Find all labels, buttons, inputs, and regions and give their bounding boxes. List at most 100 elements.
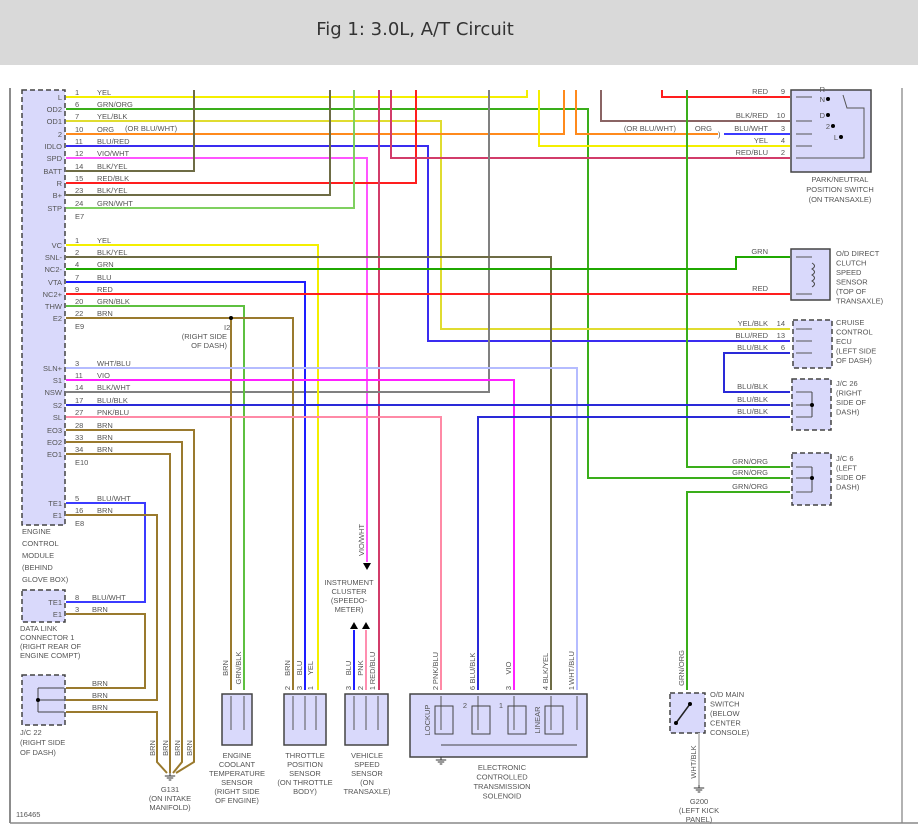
pin-number: 16 xyxy=(75,506,83,515)
pin-number: 20 xyxy=(75,297,83,306)
ecm-pin-name: SLN+ xyxy=(43,364,63,373)
wire-label: BRN xyxy=(92,605,108,614)
wire xyxy=(66,90,565,135)
wire-label: GRN/ORG xyxy=(732,457,768,466)
component-label: SIDE OF xyxy=(836,398,866,407)
pin-number: 7 xyxy=(75,112,79,121)
component-label: ENGINE xyxy=(22,527,51,536)
arrow-down-icon xyxy=(363,563,371,570)
cruise-control-ecu xyxy=(792,319,833,369)
component-label: VEHICLE xyxy=(351,751,383,760)
wire-label: BLU/BLK xyxy=(737,382,768,391)
component-label: (BELOW xyxy=(710,709,741,718)
component-label: PARK/NEUTRAL xyxy=(812,175,869,184)
component-label: MODULE xyxy=(22,551,54,560)
component-label: POSITION SWITCH xyxy=(806,185,874,194)
wire-label: BRN xyxy=(97,506,113,515)
wire-label: BRN xyxy=(97,309,113,318)
splice-dot xyxy=(831,124,835,128)
wire-label: WHT/BLU xyxy=(97,359,131,368)
pin-number: 8 xyxy=(75,593,79,602)
wire-label: GRN/ORG xyxy=(732,468,768,477)
component-label: (RIGHT xyxy=(836,389,862,398)
connector-id: E10 xyxy=(75,458,88,467)
splice-connector-icon: ) xyxy=(718,130,721,139)
pin-number: 1 xyxy=(368,686,377,690)
splice-id: I2 xyxy=(224,323,230,332)
wire-label: BLK/YEL xyxy=(97,248,127,257)
pin-number: 2 xyxy=(283,686,292,690)
ecm-pin-name: VTA xyxy=(48,278,62,287)
figure-title: Fig 1: 3.0L, A/T Circuit xyxy=(316,19,514,40)
pin-number: 10 xyxy=(75,125,83,134)
wire xyxy=(66,514,158,701)
component-label: OF DASH) xyxy=(191,341,227,350)
component-label: SENSOR xyxy=(221,778,253,787)
pin-number: 1 xyxy=(75,88,79,97)
pin-number: 2 xyxy=(431,686,440,690)
wire-label: RED xyxy=(752,284,768,293)
pin-number: 1 xyxy=(75,236,79,245)
pin-number: 23 xyxy=(75,186,83,195)
wire-label: BRN xyxy=(173,740,182,756)
component-label: (RIGHT SIDE xyxy=(182,332,227,341)
wire-label: GRN/ORG xyxy=(732,482,768,491)
ecm-pin-name: SNL- xyxy=(45,253,63,262)
pin-number: 3 xyxy=(295,686,304,690)
wire-label: BRN xyxy=(92,703,108,712)
header-bar: Fig 1: 3.0L, A/T Circuit xyxy=(0,0,918,65)
component-label: CENTER xyxy=(710,719,741,728)
wire-label: GRN xyxy=(97,260,114,269)
pin-number: 3 xyxy=(75,605,79,614)
switch-icon xyxy=(675,703,691,724)
wire xyxy=(66,453,171,773)
wire-label: BRN xyxy=(221,660,230,676)
splice-dot xyxy=(810,476,814,480)
wire-label: BRN xyxy=(92,691,108,700)
wire-label: BLK/WHT xyxy=(97,383,131,392)
ecm-pin-name: E2 xyxy=(53,314,62,323)
ecm-pin-name: TE1 xyxy=(48,499,62,508)
pin-number: 17 xyxy=(75,396,83,405)
wire-label: WHT/BLU xyxy=(567,651,576,685)
ecm-pin-name: EO2 xyxy=(47,438,62,447)
component-label: (ON xyxy=(360,778,374,787)
pin-number: 33 xyxy=(75,433,83,442)
ecm-pin-name: NC2- xyxy=(44,265,62,274)
wire-note: (OR BLU/WHT) xyxy=(125,124,178,133)
component-label: O/D MAIN xyxy=(710,690,744,699)
wire-label: BRN xyxy=(92,679,108,688)
component-label: O/D DIRECT xyxy=(836,249,880,258)
wire xyxy=(723,352,790,393)
wire xyxy=(66,244,319,690)
wire-label: BLU/BLK xyxy=(97,396,128,405)
wire-label: RED xyxy=(97,285,113,294)
wire xyxy=(477,416,790,690)
wire-label: BRN xyxy=(97,445,113,454)
ecm-pin-name: BATT xyxy=(43,167,62,176)
wire-label: VIO/WHT xyxy=(97,149,129,158)
component-label: INSTRUMENT xyxy=(324,578,374,587)
wire-label: BLU xyxy=(344,661,353,676)
coil-label: 1 xyxy=(499,701,503,710)
component-label: SENSOR xyxy=(836,278,868,287)
wire-label: BRN xyxy=(283,660,292,676)
component-label: THROTTLE xyxy=(285,751,325,760)
wire xyxy=(66,145,790,342)
pin-number: 3 xyxy=(75,359,79,368)
component-label: CONTROL xyxy=(22,539,59,548)
pin-number: 3 xyxy=(781,124,785,133)
wire xyxy=(66,502,146,603)
wire xyxy=(66,305,245,690)
ecm-pin-name: E1 xyxy=(53,511,62,520)
wire-label: ORG xyxy=(695,124,712,133)
pin-number: 2 xyxy=(356,686,365,690)
wire-label: BLU xyxy=(97,273,112,282)
component-label: DATA LINK xyxy=(20,624,57,633)
component-label: CONTROLLED xyxy=(476,773,528,782)
component-label: DASH) xyxy=(836,408,860,417)
component-label: SPEED xyxy=(354,760,380,769)
component-label: G131 xyxy=(161,785,179,794)
wire-label: BLK/YEL xyxy=(541,653,550,683)
